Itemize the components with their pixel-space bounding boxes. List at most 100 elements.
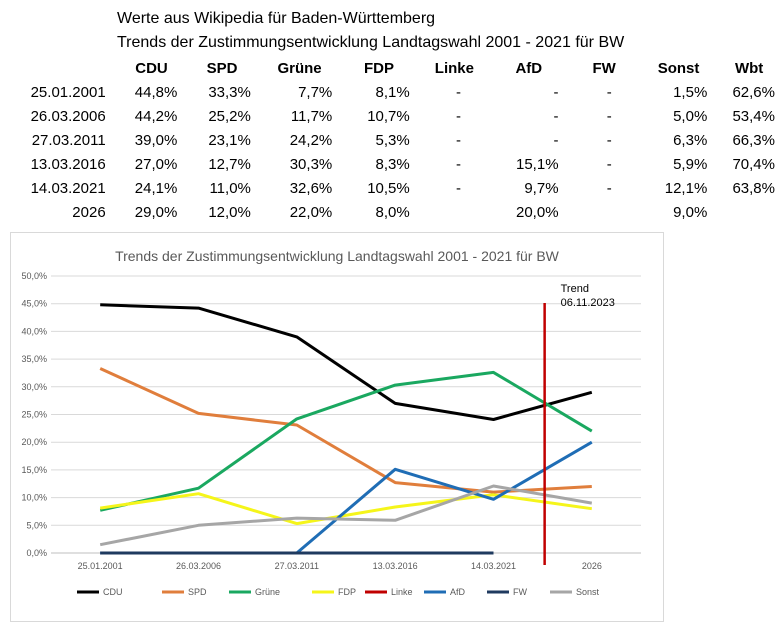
table-cell: - — [456, 179, 462, 197]
table-cell: 30,3% — [289, 155, 333, 173]
legend-label: SPD — [188, 587, 207, 597]
table-cell: 10,7% — [367, 107, 410, 125]
table-header-row: CDU SPD Grüne FDP Linke AfD FW Sonst Wbt — [14, 56, 783, 80]
table-cell: 9,0% — [673, 203, 708, 221]
table-cell: 39,0% — [134, 131, 178, 149]
y-tick-label: 0,0% — [26, 548, 47, 558]
table-header-wbt: Wbt — [734, 59, 764, 77]
x-tick-label: 13.03.2016 — [373, 561, 418, 571]
table-cell: 1,5% — [673, 83, 708, 101]
table-cell — [418, 200, 491, 224]
table-row: 2026 29,0% 12,0% 22,0% 8,0% 20,0% 9,0% — [14, 200, 783, 224]
legend-label: Sonst — [576, 587, 600, 597]
table-cell: 24,2% — [289, 131, 333, 149]
table-row: 25.01.2001 44,8% 33,3% 7,7% 8,1% - - - 1,5% 62,6% — [14, 80, 783, 104]
table-header-cdu: CDU — [135, 59, 168, 77]
y-tick-label: 40,0% — [21, 326, 47, 336]
table-cell — [567, 200, 642, 224]
table-header-date — [14, 56, 118, 80]
header-source: Werte aus Wikipedia für Baden-Württember… — [117, 10, 436, 27]
legend-label: AfD — [450, 587, 466, 597]
table-cell: - — [606, 179, 612, 197]
legend-label: FDP — [338, 587, 356, 597]
table-cell: 5,0% — [673, 107, 708, 125]
table-cell: 63,8% — [732, 179, 775, 197]
table-cell: 44,8% — [134, 83, 178, 101]
table-cell: - — [606, 107, 612, 125]
table-cell: 5,9% — [673, 155, 708, 173]
table-cell: 25,2% — [208, 107, 251, 125]
chart-title: Trends der Zustimmungsentwicklung Landta… — [115, 248, 560, 264]
table-cell: 66,3% — [732, 131, 775, 149]
table-cell-date: 26.03.2006 — [30, 107, 106, 125]
table-cell: 11,0% — [209, 179, 251, 197]
table-cell: - — [606, 155, 612, 173]
table-header-sonst: Sonst — [657, 59, 700, 77]
table-row: 13.03.2016 27,0% 12,7% 30,3% 8,3% - 15,1% - 5,9%… — [14, 152, 783, 176]
x-tick-label: 27.03.2011 — [275, 561, 319, 571]
table-cell: - — [456, 107, 462, 125]
table-row: 26.03.2006 44,2% 25,2% 11,7% 10,7% - - - 5,0% 53,… — [14, 104, 783, 128]
table-cell-date: 25.01.2001 — [30, 83, 106, 101]
table-cell: - — [553, 131, 559, 149]
trend-marker-date: 06.11.2023 — [561, 297, 615, 309]
table-cell: 62,6% — [732, 83, 775, 101]
table-header-gruene: Grüne — [277, 59, 322, 77]
table-cell: 15,1% — [516, 155, 559, 173]
table-header-spd: SPD — [206, 59, 238, 77]
table-row: 27.03.2011 39,0% 23,1% 24,2% 5,3% - - - 6,3% 66,3… — [14, 128, 783, 152]
legend-label: Linke — [391, 587, 413, 597]
table-cell: - — [553, 107, 559, 125]
table-cell: 8,3% — [375, 155, 410, 173]
table-cell: - — [606, 83, 612, 101]
table-cell: 12,7% — [208, 155, 251, 173]
table-cell-date: 2026 — [72, 203, 106, 221]
line-chart: Trends der Zustimmungsentwicklung Landta… — [21, 248, 641, 597]
table-cell: 53,4% — [732, 107, 775, 125]
table-cell: 7,7% — [298, 83, 333, 101]
y-tick-label: 15,0% — [21, 465, 47, 475]
series-line-cdu — [100, 303, 593, 421]
x-tick-label: 25.01.2001 — [78, 561, 123, 571]
y-tick-label: 20,0% — [21, 437, 47, 447]
table-cell: 8,1% — [375, 83, 410, 101]
trend-marker-label: Trend — [561, 283, 589, 295]
y-tick-label: 35,0% — [21, 354, 47, 364]
y-tick-label: 30,0% — [21, 382, 47, 392]
y-tick-label: 25,0% — [21, 410, 47, 420]
table-cell: - — [456, 131, 462, 149]
table-cell: 32,6% — [289, 179, 333, 197]
table-header-fw: FW — [592, 59, 616, 77]
table-row: 14.03.2021 24,1% 11,0% 32,6% 10,5% - 9,7% - 12,1… — [14, 176, 783, 200]
table-cell: 6,3% — [673, 131, 708, 149]
table-cell: 70,4% — [732, 155, 775, 173]
table-cell-date: 27.03.2011 — [31, 131, 106, 149]
table-cell: - — [456, 155, 462, 173]
legend-label: FW — [513, 587, 527, 597]
x-tick-label: 2026 — [582, 561, 602, 571]
series-line-gruene — [99, 370, 593, 512]
series-line-sonst — [99, 484, 593, 547]
table-cell: 27,0% — [134, 155, 178, 173]
legend-label: Grüne — [255, 587, 280, 597]
table-cell: 20,0% — [516, 203, 559, 221]
table-cell: 44,2% — [134, 107, 178, 125]
table-cell: 33,3% — [208, 83, 251, 101]
table-cell: 24,1% — [134, 179, 178, 197]
series-line-fdp — [99, 492, 593, 526]
values-table: CDU SPD Grüne FDP Linke AfD FW Sonst Wbt… — [14, 56, 783, 224]
table-cell: - — [456, 83, 462, 101]
table-cell: - — [553, 83, 559, 101]
table-cell: 8,0% — [375, 203, 410, 221]
table-cell: 22,0% — [289, 203, 333, 221]
x-tick-label: 26.03.2006 — [176, 561, 221, 571]
y-tick-label: 5,0% — [26, 520, 47, 530]
table-cell-date: 13.03.2016 — [30, 155, 106, 173]
y-tick-label: 10,0% — [21, 493, 47, 503]
y-tick-label: 50,0% — [21, 271, 47, 281]
table-cell: 10,5% — [367, 179, 410, 197]
table-cell — [715, 200, 783, 224]
header-title: Trends der Zustimmungsentwicklung Landta… — [117, 34, 625, 51]
table-cell: 12,1% — [664, 179, 708, 197]
table-cell: 5,3% — [375, 131, 410, 149]
